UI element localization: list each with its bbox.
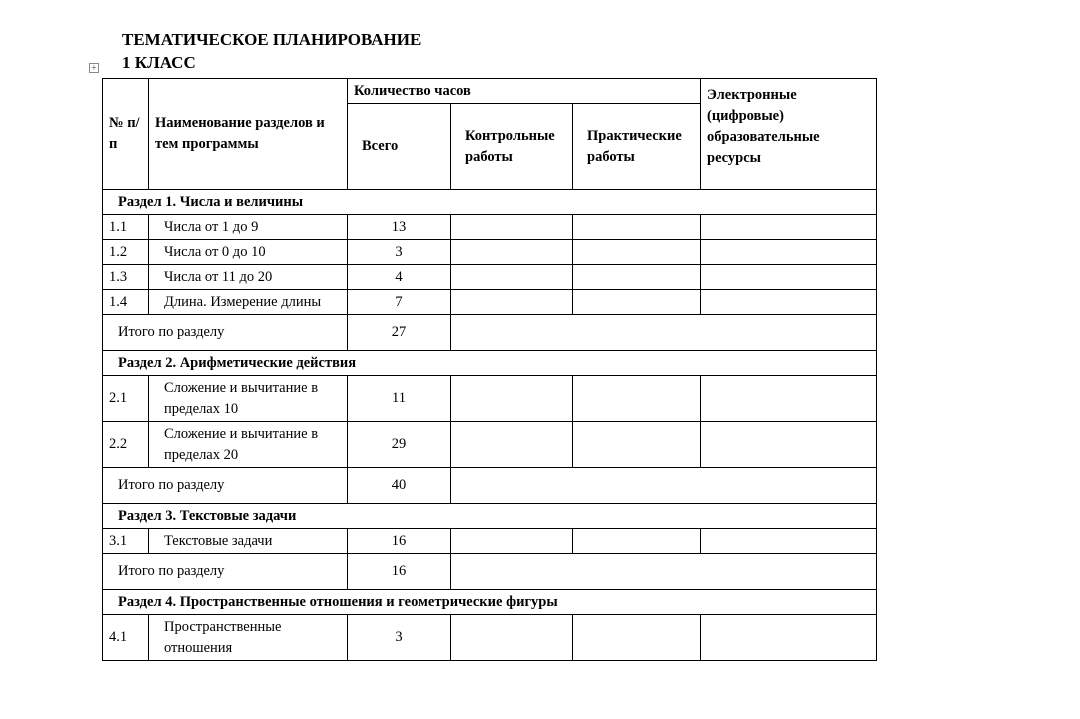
subtotal-empty[interactable] [450,553,877,590]
control-works-cell[interactable] [450,614,573,661]
row-number: 1.4 [102,289,149,315]
resources-cell[interactable] [700,214,877,240]
subtotal-row: Итого по разделу 27 [102,314,877,351]
row-number: 3.1 [102,528,149,554]
section-row: Раздел 4. Пространственные отношения и г… [102,589,877,615]
table-row: 3.1 Текстовые задачи 16 [102,528,877,554]
header-num: № п/п [102,78,149,190]
section-title: Раздел 1. Числа и величины [102,189,877,215]
control-works-cell[interactable] [450,375,573,422]
hours-total: 4 [347,264,451,290]
row-number: 1.1 [102,214,149,240]
topic-name: Сложение и вычитание в пределах 20 [148,421,348,468]
control-works-cell[interactable] [450,214,573,240]
header-practical: Практические работы [572,103,701,190]
practical-works-cell[interactable] [572,528,701,554]
practical-works-cell[interactable] [572,264,701,290]
practical-works-cell[interactable] [572,239,701,265]
hours-total: 29 [347,421,451,468]
hours-total: 3 [347,614,451,661]
resources-cell[interactable] [700,375,877,422]
subtotal-row: Итого по разделу 16 [102,553,877,590]
section-title: Раздел 3. Текстовые задачи [102,503,877,529]
hours-total: 11 [347,375,451,422]
subtotal-label: Итого по разделу [102,467,348,504]
hours-total: 13 [347,214,451,240]
table-row: 1.1 Числа от 1 до 9 13 [102,214,877,240]
control-works-cell[interactable] [450,289,573,315]
subtotal-empty[interactable] [450,314,877,351]
section-row: Раздел 1. Числа и величины [102,189,877,215]
header-name: Наименование разделов и тем программы [148,78,348,190]
subtotal-empty[interactable] [450,467,877,504]
topic-name: Числа от 1 до 9 [148,214,348,240]
resources-cell[interactable] [700,614,877,661]
topic-name: Текстовые задачи [148,528,348,554]
topic-name: Сложение и вычитание в пределах 10 [148,375,348,422]
row-number: 1.2 [102,239,149,265]
subtotal-value: 16 [347,553,451,590]
header-resources: Электронные (цифровые) образовательные р… [700,78,877,190]
subtotal-label: Итого по разделу [102,553,348,590]
subtotal-value: 40 [347,467,451,504]
resources-cell[interactable] [700,421,877,468]
hours-total: 7 [347,289,451,315]
control-works-cell[interactable] [450,239,573,265]
planning-table: № п/п Наименование разделов и тем програ… [102,78,877,661]
practical-works-cell[interactable] [572,214,701,240]
topic-name: Пространственные отношения [148,614,348,661]
resources-cell[interactable] [700,264,877,290]
table-row: 1.2 Числа от 0 до 10 3 [102,239,877,265]
table-row: 4.1 Пространственные отношения 3 [102,614,877,661]
practical-works-cell[interactable] [572,289,701,315]
section-title: Раздел 4. Пространственные отношения и г… [102,589,877,615]
document-title: ТЕМАТИЧЕСКОЕ ПЛАНИРОВАНИЕ [122,30,422,49]
section-row: Раздел 3. Текстовые задачи [102,503,877,529]
document-subtitle: 1 КЛАСС [122,53,196,72]
subtotal-value: 27 [347,314,451,351]
hours-total: 3 [347,239,451,265]
subtotal-row: Итого по разделу 40 [102,467,877,504]
section-title: Раздел 2. Арифметические действия [102,350,877,376]
control-works-cell[interactable] [450,264,573,290]
table-row: 1.4 Длина. Измерение длины 7 [102,289,877,315]
row-number: 1.3 [102,264,149,290]
resources-cell[interactable] [700,239,877,265]
practical-works-cell[interactable] [572,375,701,422]
row-number: 2.2 [102,421,149,468]
practical-works-cell[interactable] [572,421,701,468]
table-row: 2.1 Сложение и вычитание в пределах 10 11 [102,375,877,422]
topic-name: Числа от 0 до 10 [148,239,348,265]
table-row: 2.2 Сложение и вычитание в пределах 20 29 [102,421,877,468]
control-works-cell[interactable] [450,528,573,554]
practical-works-cell[interactable] [572,614,701,661]
table-row: 1.3 Числа от 11 до 20 4 [102,264,877,290]
resources-cell[interactable] [700,528,877,554]
table-move-handle-icon[interactable]: + [89,63,99,74]
header-hours: Количество часов [347,78,701,104]
topic-name: Длина. Измерение длины [148,289,348,315]
row-number: 4.1 [102,614,149,661]
control-works-cell[interactable] [450,421,573,468]
section-row: Раздел 2. Арифметические действия [102,350,877,376]
header-total: Всего [347,103,451,190]
topic-name: Числа от 11 до 20 [148,264,348,290]
row-number: 2.1 [102,375,149,422]
hours-total: 16 [347,528,451,554]
subtotal-label: Итого по разделу [102,314,348,351]
header-control: Контрольные работы [450,103,573,190]
resources-cell[interactable] [700,289,877,315]
